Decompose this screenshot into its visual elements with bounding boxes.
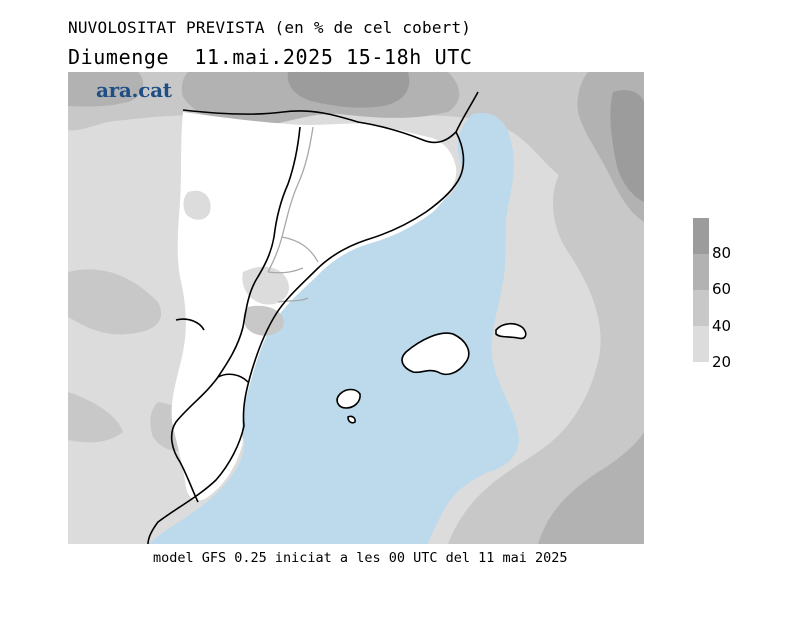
model-footer: model GFS 0.25 iniciat a les 00 UTC del … <box>153 550 568 566</box>
legend-label-80: 80 <box>712 244 732 262</box>
ara-cat-logo: ara.cat <box>96 78 172 102</box>
legend-label-40: 40 <box>712 317 732 335</box>
balearic-islands <box>336 322 527 424</box>
cloud-80-layer <box>287 72 644 202</box>
legend-swatch-40 <box>693 290 709 326</box>
cloud-cover-legend <box>693 218 709 362</box>
sea-area <box>148 112 519 544</box>
coastline-borders <box>147 91 479 544</box>
cloud-cover-map <box>68 72 644 544</box>
legend-label-60: 60 <box>712 280 732 298</box>
admin-borders <box>267 126 319 303</box>
legend-label-20: 20 <box>712 353 732 371</box>
legend-swatch-20 <box>693 326 709 362</box>
legend-swatch-80 <box>693 218 709 254</box>
legend-swatch-60 <box>693 254 709 290</box>
map-subtitle: Diumenge 11.mai.2025 15-18h UTC <box>68 45 473 69</box>
clear-land <box>171 112 457 501</box>
map-title: NUVOLOSITAT PREVISTA (en % de cel cobert… <box>68 18 472 37</box>
